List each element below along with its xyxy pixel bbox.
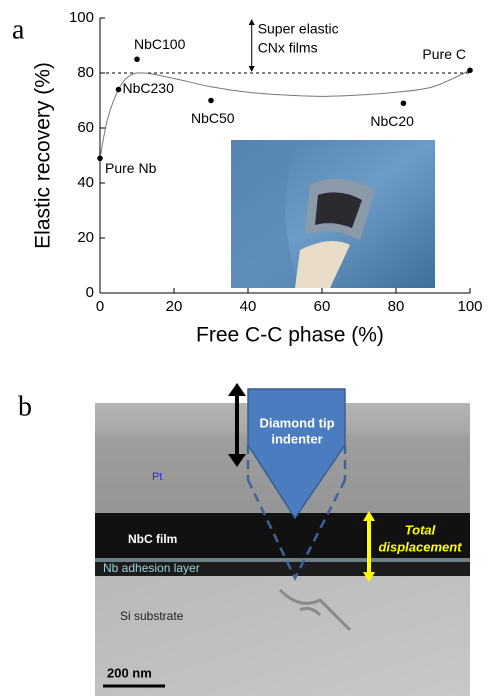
- y-tick-label: 100: [69, 9, 94, 26]
- scale-bar-label: 200 nm: [107, 665, 152, 680]
- point-label: NbC100: [134, 36, 186, 52]
- data-point: [208, 98, 214, 104]
- point-label: Pure C: [422, 46, 466, 62]
- y-tick-label: 80: [77, 64, 94, 81]
- indenter-label: Diamond tip: [259, 415, 334, 430]
- point-label: Pure Nb: [105, 160, 157, 176]
- x-tick-label: 80: [388, 298, 405, 315]
- annotation: CNx films: [258, 40, 318, 56]
- data-point: [401, 100, 407, 106]
- data-point: [134, 56, 140, 62]
- y-tick-label: 0: [86, 284, 94, 301]
- x-tick-label: 0: [96, 298, 104, 315]
- panel-label: a: [12, 14, 25, 45]
- x-tick-label: 20: [166, 298, 183, 315]
- x-tick-label: 60: [314, 298, 331, 315]
- micrograph: Diamond tip indenter Pt NbC film Nb adhe…: [95, 383, 470, 696]
- point-label: NbC50: [191, 110, 235, 126]
- point-label: NbC20: [370, 113, 414, 129]
- point-label: NbC230: [123, 80, 175, 96]
- y-axis-title: Elastic recovery (%): [32, 62, 55, 249]
- panel-label: b: [18, 391, 32, 422]
- y-tick-label: 60: [77, 119, 94, 136]
- displacement-label: displacement: [378, 539, 462, 554]
- figure: a 0 20 40 60 80 100 0 20 40 60 80 100 Free C-C phase…: [0, 0, 489, 696]
- x-tick-label: 100: [457, 298, 482, 315]
- annotation: Super elastic: [258, 21, 339, 37]
- x-axis-title: Free C-C phase (%): [196, 324, 384, 347]
- data-point: [467, 67, 473, 73]
- displacement-label: Total: [405, 522, 436, 537]
- layer-label: Pt: [152, 471, 162, 483]
- layer-label: NbC film: [128, 532, 177, 546]
- indenter-label: indenter: [271, 431, 322, 446]
- y-tick-label: 40: [77, 174, 94, 191]
- x-tick-label: 40: [240, 298, 257, 315]
- plot-area: 0 20 40 60 80 100 0 20 40 60 80 100 Free C-C phase (…: [32, 9, 483, 347]
- data-point: [116, 87, 122, 93]
- layer-label: Si substrate: [120, 609, 184, 623]
- layer-label: Nb adhesion layer: [103, 561, 200, 575]
- inset-photo: [231, 140, 435, 288]
- y-tick-label: 20: [77, 229, 94, 246]
- data-point: [97, 155, 103, 161]
